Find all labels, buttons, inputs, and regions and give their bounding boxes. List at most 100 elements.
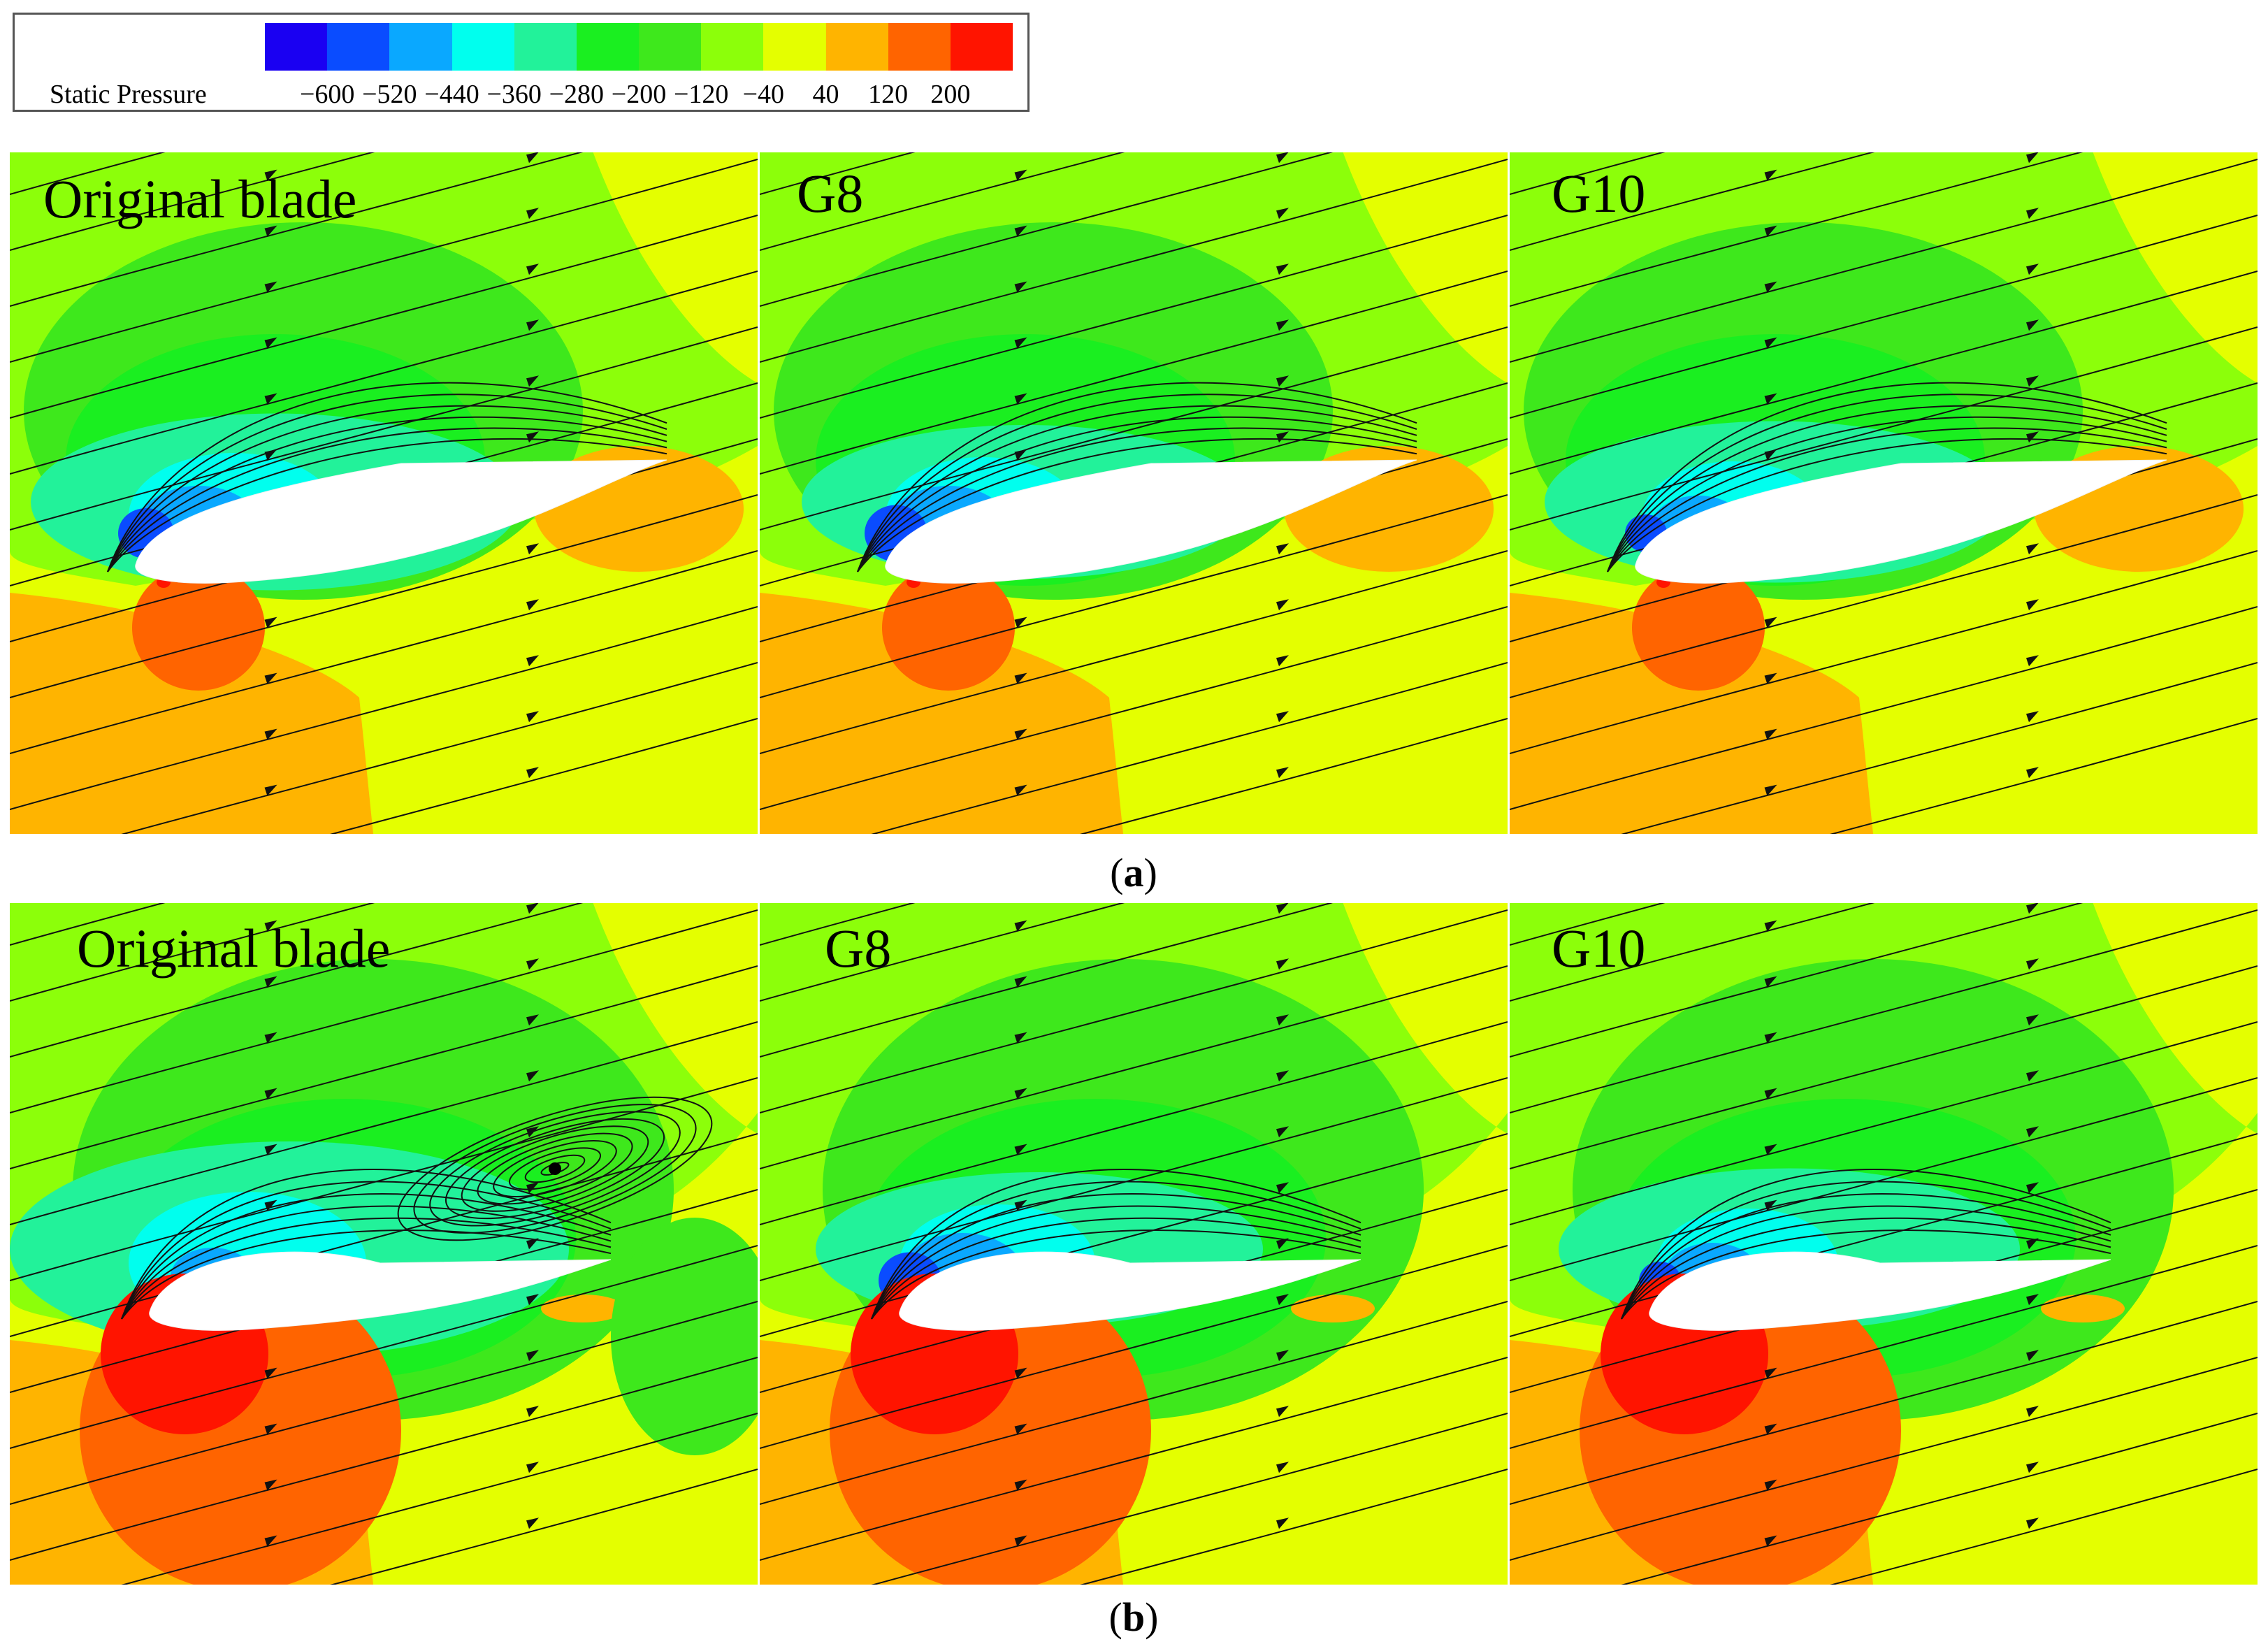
legend-swatch xyxy=(265,23,328,71)
streamline xyxy=(10,152,166,195)
trailing-orange-patch xyxy=(541,1295,625,1322)
streamline xyxy=(10,159,758,363)
arrowhead-glyph xyxy=(1764,1144,1777,1155)
arrowhead-glyph xyxy=(1276,1462,1289,1473)
streamline xyxy=(10,326,758,531)
legend-tick-label: 120 xyxy=(868,80,909,109)
arrowhead-glyph xyxy=(1014,1423,1027,1435)
arrowhead-glyph xyxy=(1014,976,1027,988)
arrowhead-glyph xyxy=(1276,1406,1289,1418)
streamline xyxy=(1510,965,2258,1169)
arrowhead-glyph xyxy=(526,319,539,331)
panel-b-original-blade xyxy=(10,903,758,1585)
arrowhead-glyph xyxy=(1276,1014,1289,1026)
streamline xyxy=(10,152,584,307)
suction-streamline xyxy=(121,1193,612,1320)
streamline xyxy=(330,1469,758,1585)
arrowhead-glyph xyxy=(2026,1014,2039,1026)
streamline xyxy=(330,718,758,834)
streamline xyxy=(10,1357,758,1561)
airfoil-blade xyxy=(1635,459,2167,584)
arrowhead-glyph xyxy=(1764,169,1777,181)
arrowhead-glyph xyxy=(526,152,539,164)
flow-field-svg xyxy=(760,152,1508,834)
arrowhead-glyph xyxy=(2026,1070,2039,1082)
streamline xyxy=(1510,909,2258,1113)
arrowhead-glyph xyxy=(526,1070,539,1082)
streamline xyxy=(1510,550,2258,754)
streamline xyxy=(1510,1077,2258,1281)
legend-swatch xyxy=(888,23,951,71)
streamline-arrows xyxy=(264,903,539,1547)
panel-label: G10 xyxy=(1552,163,1646,224)
subfigure-caption-b: (b) xyxy=(1064,1594,1204,1641)
arrowhead-glyph xyxy=(1764,393,1777,405)
streamline xyxy=(760,215,1508,419)
streamline xyxy=(1510,152,1875,251)
suction-streamline xyxy=(121,1181,612,1320)
arrowhead-glyph xyxy=(1014,1367,1027,1379)
arrowhead-glyph xyxy=(1276,1070,1289,1082)
arrowhead-glyph xyxy=(1014,728,1027,740)
arrowhead-glyph xyxy=(2026,655,2039,667)
vortex-ring xyxy=(397,1096,713,1241)
arrowhead-glyph xyxy=(526,1406,539,1418)
arrowhead-glyph xyxy=(526,1014,539,1026)
legend-tick-label: −280 xyxy=(549,80,605,109)
panel-label: G8 xyxy=(825,918,892,979)
arrowhead-glyph xyxy=(264,672,277,684)
suction-streamline xyxy=(107,427,667,572)
streamline xyxy=(1510,903,1875,1002)
streamline xyxy=(760,494,1508,698)
arrowhead-glyph xyxy=(2026,543,2039,555)
streamline xyxy=(1830,1469,2258,1585)
streamline xyxy=(760,152,1125,251)
streamline xyxy=(760,1245,1508,1449)
suction-streamline xyxy=(1607,427,2167,572)
streamline xyxy=(1510,1301,2258,1505)
streamline xyxy=(1510,1133,2258,1337)
arrowhead-glyph xyxy=(1014,1088,1027,1100)
legend-colorbar xyxy=(265,23,1013,71)
streamline xyxy=(1621,662,2258,834)
trailing-orange-patch xyxy=(1291,1295,1375,1322)
streamline xyxy=(10,271,758,475)
arrowhead-glyph xyxy=(264,1032,277,1044)
streamline xyxy=(10,215,758,419)
streamline xyxy=(871,1413,1508,1585)
suction-streamline xyxy=(857,438,1417,572)
arrowhead-glyph xyxy=(1276,431,1289,443)
suction-streamline xyxy=(107,405,667,572)
arrowhead-glyph xyxy=(1276,655,1289,667)
streamline xyxy=(1510,1357,2258,1561)
caption-close: ) xyxy=(1145,1594,1159,1640)
arrowhead-glyph xyxy=(1276,152,1289,164)
panel-label: Original blade xyxy=(77,918,391,979)
suction-streamline xyxy=(107,438,667,572)
arrowhead-glyph xyxy=(526,375,539,387)
arrowhead-glyph xyxy=(264,337,277,349)
arrowhead-glyph xyxy=(2026,319,2039,331)
streamline xyxy=(1080,1469,1508,1585)
arrowhead-glyph xyxy=(264,976,277,988)
arrowhead-glyph xyxy=(526,1462,539,1473)
flow-field-svg xyxy=(760,903,1508,1585)
arrowhead-glyph xyxy=(1014,225,1027,237)
arrowhead-glyph xyxy=(1276,711,1289,723)
suction-streamline xyxy=(107,416,667,572)
suction-streamline xyxy=(1607,405,2167,572)
legend-swatch xyxy=(514,23,577,71)
arrowhead-glyph xyxy=(1014,449,1027,461)
arrowhead-glyph xyxy=(526,655,539,667)
arrowhead-glyph xyxy=(1276,1182,1289,1194)
arrowhead-glyph xyxy=(264,1088,277,1100)
suction-streamline xyxy=(1607,416,2167,572)
vortex-ring xyxy=(413,1104,697,1234)
arrowhead-glyph xyxy=(2026,711,2039,723)
streamline xyxy=(760,1301,1508,1505)
streamlines xyxy=(10,152,758,834)
streamline xyxy=(1510,271,2258,475)
vortex-ring xyxy=(524,1154,586,1183)
airfoil-blade xyxy=(885,459,1417,584)
arrowhead-glyph xyxy=(1764,1367,1777,1379)
